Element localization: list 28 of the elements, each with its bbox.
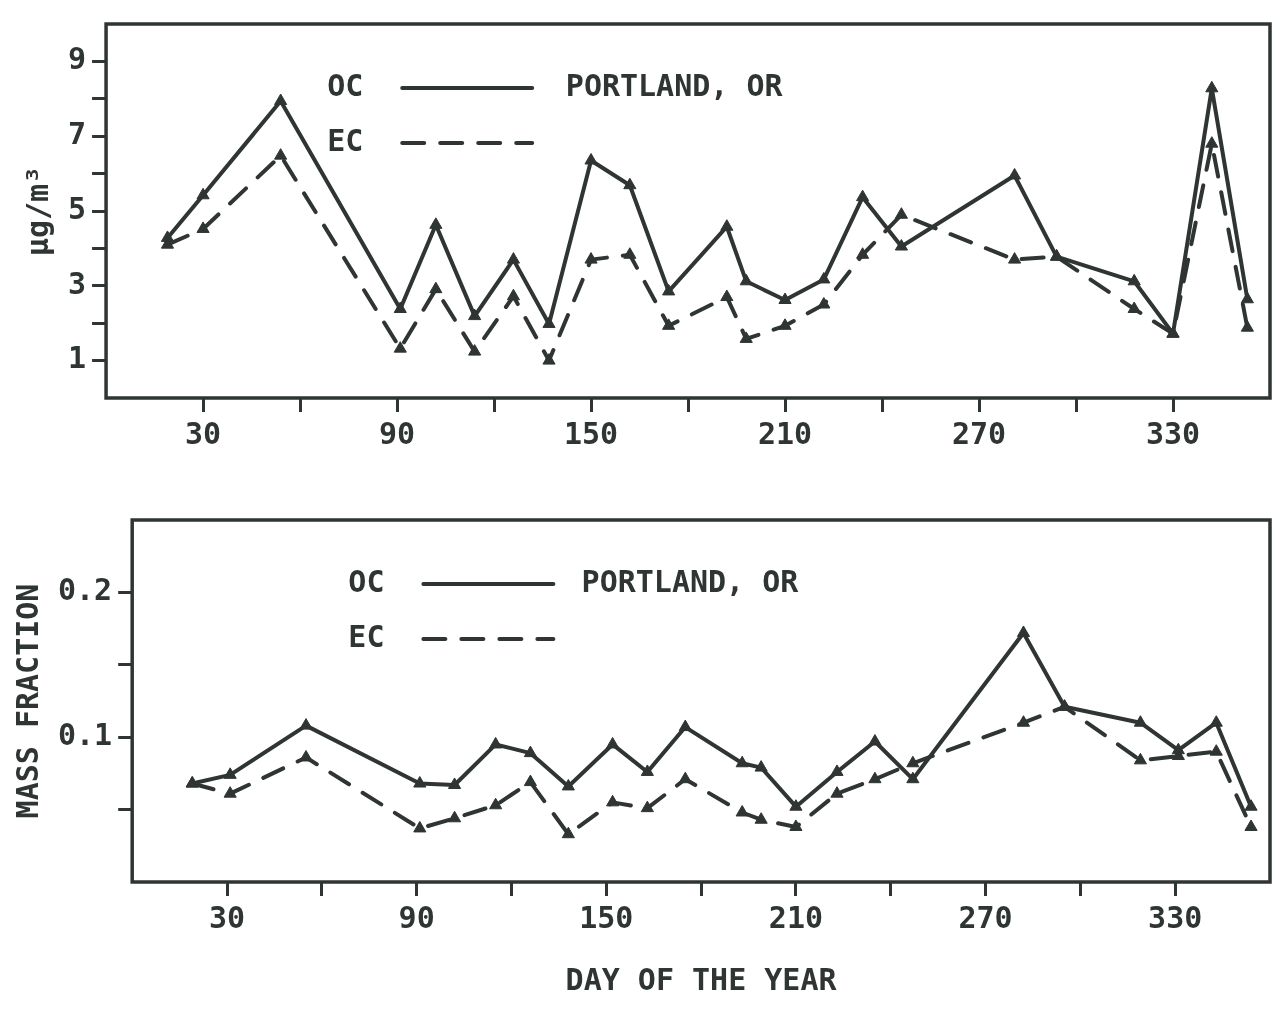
x-tick-label: 90 <box>398 899 435 935</box>
x-tick-label: 150 <box>579 899 634 935</box>
y-tick-label: 0.1 <box>58 717 113 752</box>
y-axis-title: MASS FRACTION <box>9 583 45 819</box>
x-tick-label: 30 <box>184 415 222 451</box>
text: PORTLAND, OR <box>565 67 784 103</box>
legend-label: EC <box>327 122 364 158</box>
legend-label: OC <box>327 67 364 103</box>
x-tick-label: 270 <box>958 899 1013 935</box>
x-tick-label: 90 <box>378 415 416 451</box>
y-tick-label: 0.2 <box>58 572 113 608</box>
text: PORTLAND, OR <box>581 563 800 599</box>
y-axis-title: µg/m³ <box>19 165 55 257</box>
y-tick-label: 5 <box>68 190 87 226</box>
x-tick-label: 150 <box>563 415 619 451</box>
x-axis-title: DAY OF THE YEAR <box>565 961 838 997</box>
y-tick-label: 3 <box>68 265 87 301</box>
x-tick-label: 30 <box>208 899 246 935</box>
legend-label: EC <box>348 618 385 654</box>
x-tick-label: 330 <box>1145 415 1201 451</box>
y-tick-label: 9 <box>68 41 87 77</box>
legend-label: OC <box>348 563 385 599</box>
y-tick-label: 1 <box>68 340 87 376</box>
y-tick-label: 7 <box>68 116 87 151</box>
x-tick-label: 210 <box>757 415 813 451</box>
x-tick-label: 330 <box>1148 899 1203 935</box>
x-tick-label: 210 <box>768 899 823 935</box>
x-tick-label: 270 <box>951 415 1007 451</box>
